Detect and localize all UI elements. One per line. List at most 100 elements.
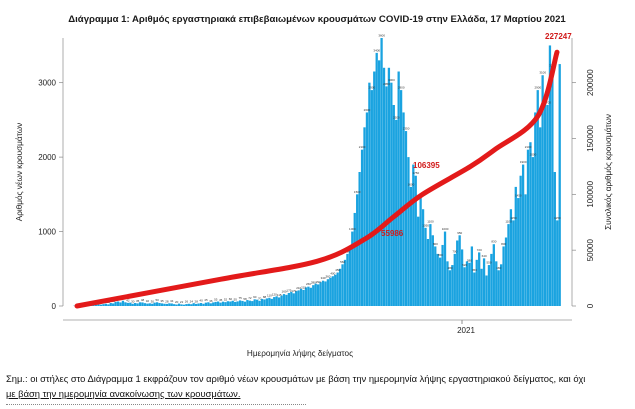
bar — [182, 304, 186, 306]
bar — [431, 235, 434, 306]
bar-value-label: 42 — [126, 298, 130, 302]
bar — [148, 303, 151, 306]
bar-value-label: 175 — [286, 288, 291, 292]
bar — [502, 246, 505, 306]
bar-value-label: 2500 — [393, 115, 400, 119]
right-axis-title: Συνολικός αριθμός κρουσμάτων — [604, 114, 613, 230]
bar — [282, 294, 286, 306]
bar — [236, 301, 239, 306]
bar — [221, 301, 225, 306]
bar — [409, 186, 413, 306]
bar — [243, 301, 247, 306]
bar — [504, 237, 508, 306]
bar — [546, 105, 549, 306]
bar — [551, 67, 554, 306]
bar — [465, 261, 469, 306]
bar-value-label: 210 — [296, 286, 301, 290]
bar — [356, 194, 359, 306]
bar-value-label: 30 — [151, 299, 155, 303]
bar — [131, 303, 134, 306]
bar — [226, 301, 230, 306]
bar — [404, 131, 408, 306]
bar — [463, 267, 466, 306]
bar — [399, 90, 403, 306]
bar-value-label: 640 — [482, 254, 487, 258]
bar — [119, 302, 122, 306]
bar — [107, 304, 110, 306]
bar-value-label: 650 — [438, 253, 443, 257]
bar — [451, 265, 454, 306]
bar — [534, 112, 537, 306]
bar — [143, 303, 147, 306]
bar — [458, 235, 461, 306]
bar — [470, 246, 474, 306]
bar — [304, 287, 308, 306]
bar — [543, 97, 547, 306]
bar — [285, 294, 288, 306]
bar — [387, 67, 391, 306]
bar-value-label: 480 — [447, 266, 452, 270]
bar — [251, 301, 254, 306]
bar — [260, 298, 264, 306]
bar — [277, 297, 281, 306]
bar-value-label: 450 — [335, 268, 340, 272]
bar — [248, 300, 251, 306]
bar — [392, 105, 395, 306]
bar — [146, 303, 149, 306]
annotation-mid-2: 106395 — [413, 161, 440, 170]
bar — [204, 302, 208, 306]
bar — [519, 175, 522, 306]
bar — [97, 304, 100, 306]
bar-value-label: 280 — [311, 281, 316, 285]
bar — [473, 272, 476, 306]
bar — [539, 127, 542, 306]
bar — [526, 149, 530, 306]
bar-value-label: 72 — [248, 296, 252, 300]
bar-value-label: 50 — [156, 298, 160, 302]
bar — [126, 302, 129, 306]
bar — [385, 86, 388, 306]
bar-value-label: 2700 — [544, 101, 551, 105]
left-tick-label: 1000 — [38, 228, 56, 237]
bar-value-label: 2000 — [530, 153, 537, 157]
bar-value-label: 450 — [472, 268, 477, 272]
bar — [207, 302, 210, 306]
bar — [192, 303, 195, 306]
bar — [246, 300, 249, 306]
bar — [317, 284, 320, 306]
bar — [155, 302, 159, 306]
bar — [492, 244, 495, 306]
bar — [314, 283, 317, 306]
bar — [468, 262, 471, 306]
bar-value-label: 36 — [209, 299, 213, 303]
footnote-line-2: με βάση την ημερομηνία ανακοίνωσης των κ… — [6, 388, 241, 399]
bar — [475, 259, 478, 306]
bar-value-label: 32 — [146, 299, 150, 303]
bar — [517, 198, 520, 306]
bar — [121, 300, 125, 306]
bar-value-label: 2100 — [359, 145, 366, 149]
bar — [524, 194, 527, 306]
right-tick-label: 150000 — [586, 125, 595, 152]
bar-value-label: 480 — [496, 266, 501, 270]
bar-value-label: 520 — [462, 263, 467, 267]
bar — [509, 209, 513, 306]
bar — [299, 288, 303, 306]
bar-value-label: 1100 — [427, 220, 434, 224]
bar-value-label: 28 — [165, 299, 169, 303]
bar-value-label: 45 — [204, 298, 208, 302]
bar-value-label: 1150 — [554, 216, 561, 220]
bar-value-label: 360 — [325, 275, 330, 279]
bar — [273, 297, 276, 306]
bar — [426, 239, 430, 306]
bar — [482, 258, 486, 306]
bar-value-label: 2100 — [525, 145, 532, 149]
bar — [497, 270, 500, 306]
bar — [495, 261, 498, 306]
bar — [190, 304, 193, 306]
bar — [112, 303, 115, 306]
bar-value-label: 28 — [195, 299, 199, 303]
footnote-line-1: Σημ.: οι στήλες στο Διάγραμμα 1 εκφράζου… — [6, 373, 586, 384]
bar — [177, 303, 181, 306]
bar — [460, 249, 464, 306]
